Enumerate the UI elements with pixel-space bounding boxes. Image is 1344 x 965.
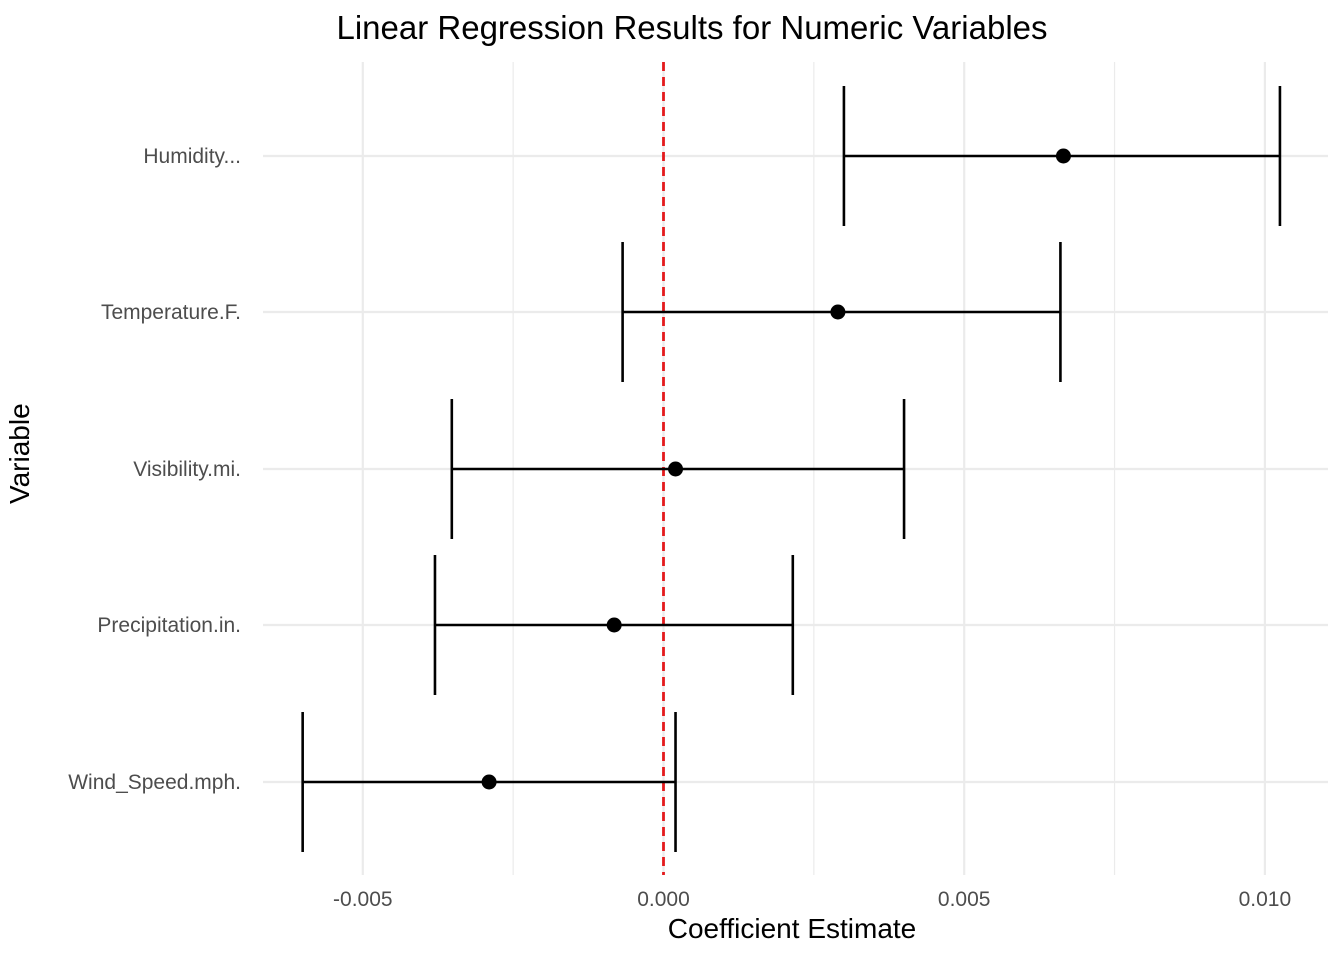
y-axis-title: Variable: [4, 403, 35, 504]
x-tick-label: 0.000: [637, 888, 690, 911]
y-axis-labels: Humidity... Temperature.F. Visibility.mi. P…: [68, 145, 241, 794]
x-axis-labels: -0.005 0.000 0.005 0.010: [333, 888, 1291, 911]
x-tick-label: 0.010: [1239, 888, 1292, 911]
y-tick-label: Humidity...: [143, 145, 241, 168]
chart-title: Linear Regression Results for Numeric Va…: [336, 9, 1048, 46]
point-layer: [481, 148, 1071, 790]
x-tick-label: -0.005: [333, 888, 393, 911]
y-tick-label: Visibility.mi.: [133, 458, 241, 481]
estimate-point: [668, 461, 684, 477]
estimate-point: [1055, 148, 1071, 164]
x-tick-label: 0.005: [938, 888, 991, 911]
y-tick-label: Precipitation.in.: [97, 614, 241, 637]
estimate-point: [830, 304, 846, 320]
x-axis-title: Coefficient Estimate: [667, 913, 917, 944]
estimate-point: [606, 617, 622, 633]
estimate-point: [481, 774, 497, 790]
y-tick-label: Temperature.F.: [101, 301, 241, 324]
y-tick-label: Wind_Speed.mph.: [68, 771, 241, 794]
